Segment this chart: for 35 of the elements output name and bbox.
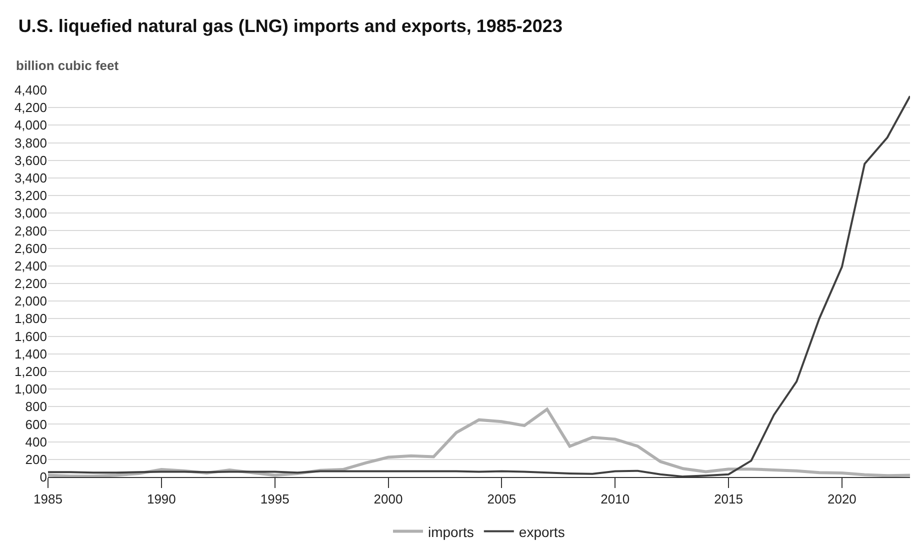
y-axis-title: billion cubic feet <box>16 58 120 73</box>
legend-label: imports <box>428 524 474 540</box>
y-tick-label: 1,000 <box>14 382 47 397</box>
y-tick-label: 3,000 <box>14 206 47 221</box>
y-tick-label: 600 <box>25 416 47 432</box>
y-tick-label: 4,000 <box>14 118 47 133</box>
y-tick-label: 2,800 <box>14 223 47 238</box>
y-tick-label: 2,200 <box>14 276 47 292</box>
y-tick-label: 3,200 <box>14 188 47 204</box>
x-tick-label: 1985 <box>34 492 62 507</box>
x-tick-label: 2015 <box>714 492 743 507</box>
x-tick-label: 1995 <box>260 492 290 507</box>
x-tick-label: 1990 <box>146 492 176 507</box>
y-tick-label: 1,600 <box>14 328 47 344</box>
legend-label: exports <box>518 524 565 540</box>
y-tick-label: 3,400 <box>14 170 47 186</box>
y-tick-label: 800 <box>25 399 47 414</box>
x-tick-label: 2000 <box>374 492 403 507</box>
y-tick-label: 3,600 <box>14 152 47 168</box>
y-tick-label: 1,200 <box>14 364 47 379</box>
y-tick-label: 2,400 <box>14 258 47 274</box>
y-tick-label: 1,400 <box>14 346 47 362</box>
y-tick-label: 200 <box>25 452 47 467</box>
chart-title: U.S. liquefied natural gas (LNG) imports and exports, 1985-2023 <box>18 16 562 36</box>
x-tick-label: 2020 <box>827 492 856 507</box>
y-tick-label: 2,600 <box>14 240 47 256</box>
y-tick-label: 1,800 <box>14 311 47 326</box>
y-tick-label: 4,400 <box>14 82 47 98</box>
y-tick-label: 400 <box>25 434 47 450</box>
x-tick-label: 2005 <box>487 492 516 507</box>
y-tick-label: 2,000 <box>14 294 47 309</box>
y-tick-label: 4,200 <box>14 100 47 116</box>
y-tick-label: 0 <box>40 470 47 485</box>
x-tick-label: 2010 <box>600 492 630 507</box>
y-tick-label: 3,800 <box>14 135 47 150</box>
